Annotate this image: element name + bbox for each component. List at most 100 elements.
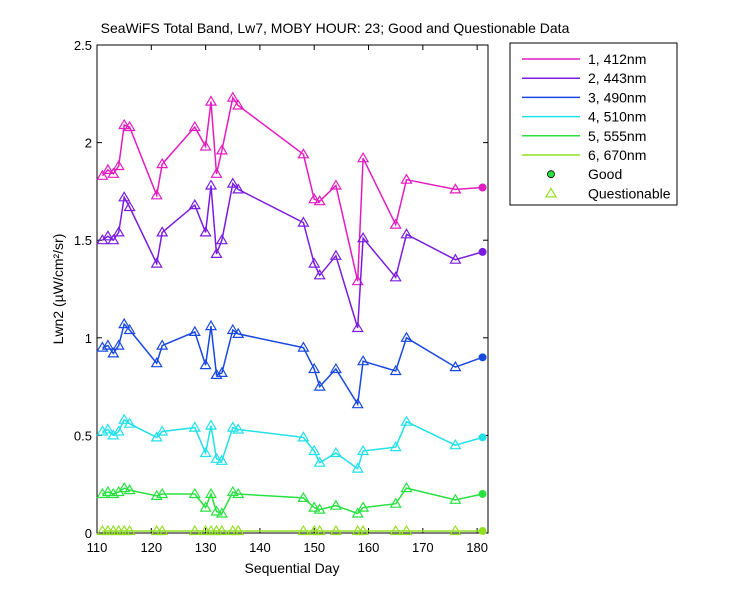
- questionable-point: [112, 425, 125, 436]
- series-line: [102, 487, 483, 515]
- questionable-point: [449, 439, 462, 450]
- questionable-point: [210, 368, 223, 379]
- tick-labels: 110 120 130 140 150 160 170 180 0 0.5 1 1.5 2 2.5: [74, 38, 488, 555]
- questionable-point: [351, 321, 364, 333]
- x-axis-title: Sequential Day: [245, 560, 340, 576]
- x-tick-label: 150: [303, 540, 325, 555]
- legend-label: Good: [588, 166, 622, 182]
- legend-label: 4, 510nm: [588, 109, 646, 125]
- questionable-point: [156, 524, 169, 536]
- questionable-point: [449, 524, 462, 536]
- series-5: [96, 481, 487, 518]
- questionable-point: [297, 341, 310, 352]
- questionable-point: [101, 485, 114, 497]
- questionable-point: [313, 380, 326, 391]
- questionable-point: [357, 524, 370, 536]
- questionable-point: [123, 120, 136, 132]
- questionable-point: [226, 91, 239, 102]
- y-tick-label: 1.5: [74, 233, 92, 248]
- series-4: [96, 413, 487, 473]
- x-tick-label: 130: [195, 540, 217, 555]
- questionable-point: [199, 446, 212, 458]
- questionable-point: [118, 191, 131, 202]
- questionable-point: [215, 234, 228, 245]
- questionable-point: [101, 163, 114, 174]
- questionable-point: [400, 228, 413, 239]
- questionable-point: [150, 189, 163, 200]
- questionable-point: [226, 485, 239, 497]
- questionable-point: [150, 357, 163, 368]
- questionable-point: [199, 140, 212, 151]
- questionable-point: [351, 507, 364, 518]
- questionable-point: [188, 198, 201, 210]
- questionable-point: [313, 269, 326, 280]
- questionable-point: [297, 431, 310, 442]
- questionable-point: [357, 501, 370, 512]
- legend-label: 3, 490nm: [588, 89, 646, 105]
- questionable-point: [389, 440, 402, 452]
- questionable-point: [329, 362, 342, 374]
- series-6: [96, 524, 487, 536]
- y-axis-title: Lwn2 (µW/cm²/sr): [50, 234, 66, 345]
- questionable-point: [232, 183, 245, 194]
- series-line: [101, 95, 483, 282]
- good-point: [478, 433, 487, 442]
- questionable-point: [400, 331, 413, 342]
- series-layer: [96, 91, 487, 536]
- questionable-point: [226, 421, 239, 432]
- questionable-point: [329, 179, 342, 190]
- questionable-point: [215, 524, 228, 536]
- questionable-point: [156, 157, 169, 169]
- x-tick-label: 120: [140, 540, 162, 555]
- questionable-point: [96, 169, 109, 180]
- questionable-point: [123, 483, 136, 495]
- questionable-point: [101, 339, 114, 350]
- questionable-point: [351, 462, 364, 473]
- series-3: [96, 317, 487, 409]
- legend: 1, 412nm 2, 443nm 3, 490nm 4, 510nm 5, 555nm…: [509, 42, 678, 206]
- x-tick-label: 140: [249, 540, 271, 555]
- good-point: [478, 353, 487, 362]
- good-point: [478, 183, 487, 192]
- questionable-point: [204, 95, 218, 106]
- legend-label: 1, 412nm: [588, 51, 646, 67]
- legend-label: Questionable: [588, 185, 671, 201]
- questionable-point: [123, 200, 136, 212]
- questionable-point: [357, 232, 370, 243]
- series-line: [102, 322, 483, 407]
- questionable-point: [400, 524, 413, 536]
- questionable-point: [199, 501, 212, 512]
- questionable-point: [232, 99, 245, 110]
- questionable-point: [351, 398, 364, 409]
- series-line: [102, 418, 483, 470]
- questionable-point: [123, 323, 136, 335]
- questionable-point: [389, 271, 402, 282]
- questionable-point: [118, 118, 131, 130]
- questionable-point: [210, 505, 223, 516]
- questionable-point: [118, 413, 131, 424]
- questionable-point: [308, 501, 321, 512]
- questionable-point: [123, 417, 136, 428]
- questionable-point: [118, 481, 131, 493]
- questionable-point: [449, 183, 462, 194]
- questionable-point: [449, 493, 462, 504]
- questionable-point: [357, 444, 370, 456]
- questionable-point: [297, 148, 310, 159]
- questionable-point: [107, 487, 120, 499]
- questionable-point: [232, 423, 245, 434]
- questionable-point: [107, 347, 120, 358]
- questionable-point: [210, 452, 223, 463]
- questionable-point: [308, 193, 321, 204]
- questionable-point: [156, 487, 169, 499]
- questionable-point: [199, 226, 212, 237]
- questionable-point: [297, 524, 310, 536]
- legend-label: 2, 443nm: [588, 70, 646, 86]
- plot-area-frame: [96, 44, 489, 534]
- questionable-point: [199, 358, 212, 370]
- questionable-point: [313, 503, 326, 514]
- legend-good-marker: [547, 170, 555, 179]
- questionable-point: [101, 230, 114, 241]
- questionable-point: [112, 226, 125, 237]
- questionable-point: [226, 177, 239, 188]
